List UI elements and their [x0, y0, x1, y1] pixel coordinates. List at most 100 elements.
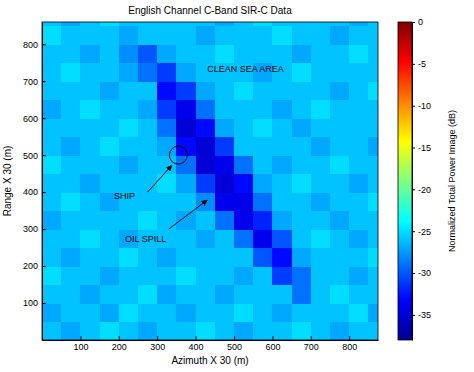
tick-mark	[412, 64, 415, 65]
x-axis: 100200300400500600700800	[43, 336, 379, 352]
cell	[119, 285, 139, 304]
cell	[292, 81, 312, 100]
cell	[176, 174, 196, 193]
cell	[119, 63, 139, 82]
cell	[80, 248, 100, 267]
tick-mark	[412, 189, 415, 190]
tick: 500	[227, 336, 242, 352]
cell	[119, 137, 139, 156]
cell	[196, 81, 216, 100]
tick-label: 700	[23, 77, 38, 87]
cell	[80, 155, 100, 174]
cell	[42, 285, 62, 304]
tick-label: -15	[418, 143, 431, 153]
cell	[253, 155, 273, 174]
cell	[272, 229, 292, 248]
cell	[119, 211, 139, 230]
cell	[61, 22, 81, 26]
cell	[292, 285, 312, 304]
cell	[272, 211, 292, 230]
cell	[100, 155, 120, 174]
cell	[176, 44, 196, 63]
cell	[42, 118, 62, 137]
cell	[253, 22, 273, 26]
tick-mark	[349, 336, 350, 340]
axis-line	[42, 23, 43, 341]
cell	[253, 174, 273, 193]
tick: -30	[412, 268, 431, 278]
cell	[61, 118, 81, 137]
cell	[349, 22, 369, 26]
cell	[176, 211, 196, 230]
cell	[138, 192, 158, 211]
tick-mark	[42, 155, 46, 156]
annotations: CLEAN SEA AREASHIPOIL SPILL	[114, 64, 284, 244]
cell	[157, 174, 177, 193]
cell	[100, 174, 120, 193]
tick-label: -20	[418, 185, 431, 195]
cell	[100, 137, 120, 156]
cell	[253, 229, 273, 248]
cell	[80, 137, 100, 156]
cell	[61, 155, 81, 174]
cell	[100, 26, 120, 45]
cell	[349, 192, 369, 211]
tick-label: 600	[23, 114, 38, 124]
cell	[349, 266, 369, 285]
cell	[157, 211, 177, 230]
cell	[330, 248, 350, 267]
cell	[42, 303, 62, 322]
tick-label: 500	[23, 150, 38, 160]
cell	[196, 174, 216, 193]
tick: -15	[412, 143, 431, 153]
cell	[368, 229, 378, 248]
cell	[349, 137, 369, 156]
cell	[272, 322, 292, 340]
cell	[196, 44, 216, 63]
cell	[61, 63, 81, 82]
cell	[349, 285, 369, 304]
cell	[311, 285, 331, 304]
cell	[42, 211, 62, 230]
cell	[61, 174, 81, 193]
cell	[349, 322, 369, 340]
cell	[215, 285, 235, 304]
cell	[368, 248, 378, 267]
cell	[176, 248, 196, 267]
cell	[80, 285, 100, 304]
cell	[196, 100, 216, 119]
cell	[196, 118, 216, 137]
cell	[272, 285, 292, 304]
tick: 300	[23, 224, 46, 234]
cell	[311, 211, 331, 230]
cell	[234, 229, 254, 248]
cell	[157, 100, 177, 119]
cell	[292, 44, 312, 63]
cell	[368, 118, 378, 137]
cell	[292, 266, 312, 285]
cell	[157, 26, 177, 45]
cell	[368, 100, 378, 119]
tick-label: 500	[227, 342, 242, 352]
cell	[80, 322, 100, 340]
cell	[253, 81, 273, 100]
tick: 100	[73, 336, 88, 352]
cell	[349, 211, 369, 230]
tick-label: -30	[418, 268, 431, 278]
cell	[138, 44, 158, 63]
tick-mark	[412, 315, 415, 316]
cell	[368, 192, 378, 211]
tick-label: 800	[23, 40, 38, 50]
colorbar-title: Normalized Total Power Image (dB)	[447, 110, 457, 252]
cell	[349, 44, 369, 63]
cell	[61, 266, 81, 285]
cell	[234, 192, 254, 211]
cell	[330, 44, 350, 63]
cell	[292, 229, 312, 248]
tick: 400	[189, 336, 204, 352]
arrow	[169, 200, 207, 229]
cell	[119, 248, 139, 267]
cell	[176, 63, 196, 82]
tick: 400	[23, 187, 46, 197]
cell	[157, 137, 177, 156]
